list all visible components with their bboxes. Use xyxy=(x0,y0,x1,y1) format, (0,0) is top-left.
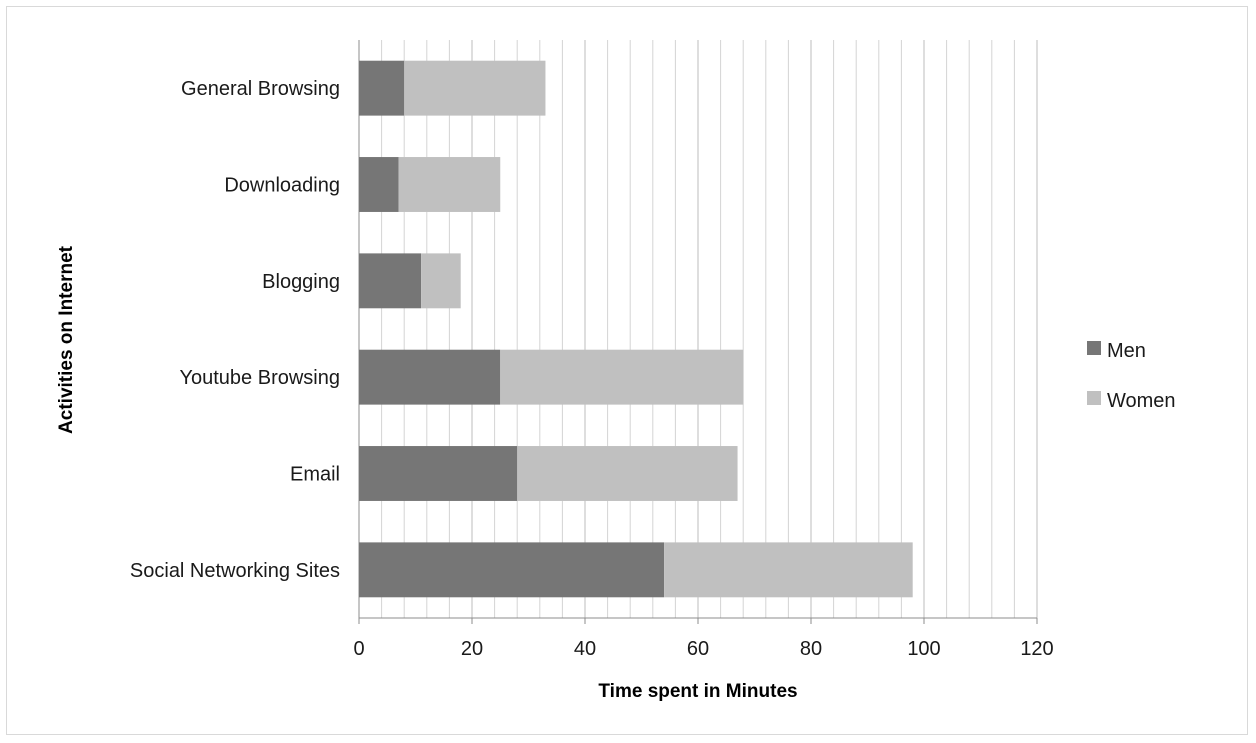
x-tick-label: 120 xyxy=(1020,638,1053,660)
bar-women xyxy=(664,542,913,598)
x-tick-label: 20 xyxy=(461,638,483,660)
bars xyxy=(359,60,913,598)
category-label: Downloading xyxy=(224,175,340,197)
legend: Men Women xyxy=(1087,340,1176,412)
x-tick-label: 80 xyxy=(800,638,822,660)
bar-women xyxy=(500,349,744,405)
bar-women xyxy=(398,157,501,212)
y-axis-category-labels: Social Networking Sites Email Youtube Brow… xyxy=(130,78,340,582)
x-tick-label: 60 xyxy=(687,638,709,660)
x-axis-title: Time spent in Minutes xyxy=(598,681,797,702)
legend-label-women: Women xyxy=(1107,390,1176,412)
legend-swatch-women xyxy=(1087,391,1101,405)
y-axis-title: Activities on Internet xyxy=(56,245,77,434)
legend-swatch-men xyxy=(1087,341,1101,355)
category-label: Social Networking Sites xyxy=(130,560,340,582)
category-label: Email xyxy=(290,464,340,486)
legend-label-men: Men xyxy=(1107,340,1146,362)
gridlines xyxy=(381,40,1038,618)
x-tick-label: 100 xyxy=(907,638,940,660)
x-tick-label: 0 xyxy=(353,638,364,660)
bar-men xyxy=(359,157,399,212)
bar-men xyxy=(359,253,422,309)
bar-women xyxy=(517,446,738,501)
bar-women xyxy=(421,253,461,309)
bar-women xyxy=(404,60,546,116)
bar-men xyxy=(359,349,501,405)
category-label: Youtube Browsing xyxy=(180,367,341,389)
x-tick-label: 40 xyxy=(574,638,596,660)
bar-men xyxy=(359,446,518,501)
bar-men xyxy=(359,60,405,116)
category-label: General Browsing xyxy=(181,78,340,100)
x-axis-tick-labels: 0 20 40 60 80 100 120 xyxy=(353,618,1054,660)
category-label: Blogging xyxy=(262,271,340,293)
bar-men xyxy=(359,542,665,598)
